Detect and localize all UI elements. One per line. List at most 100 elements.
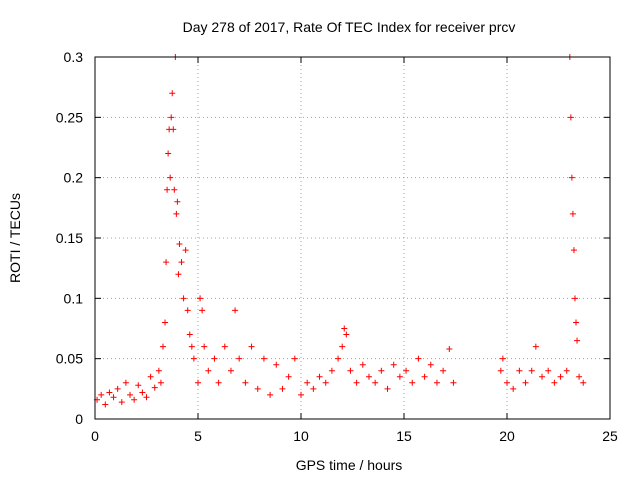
data-point — [557, 373, 564, 380]
data-point — [365, 373, 372, 380]
data-point — [195, 379, 201, 386]
data-point — [232, 307, 239, 314]
data-point — [199, 307, 206, 314]
data-point — [197, 295, 204, 302]
data-point — [190, 355, 197, 362]
y-tick-label: 0.3 — [64, 49, 84, 65]
data-point — [409, 379, 416, 386]
data-point — [155, 367, 162, 374]
data-point — [165, 150, 172, 157]
data-point — [427, 361, 434, 368]
data-point — [359, 361, 366, 368]
data-point — [421, 373, 428, 380]
data-point — [279, 385, 286, 392]
data-point — [569, 210, 576, 217]
data-point — [551, 379, 558, 386]
data-point — [201, 343, 208, 350]
data-point — [273, 361, 280, 368]
data-point — [504, 379, 510, 386]
data-point — [353, 379, 360, 386]
data-point — [236, 355, 243, 362]
data-point — [163, 259, 170, 266]
data-point — [211, 355, 218, 362]
data-point — [510, 385, 517, 392]
data-point — [98, 391, 105, 398]
data-point — [157, 379, 164, 386]
data-point — [171, 186, 178, 193]
data-point — [114, 385, 121, 392]
data-point — [298, 391, 304, 398]
data-point — [162, 319, 169, 326]
data-point — [563, 367, 570, 374]
data-point — [118, 399, 125, 406]
x-tick-label: 15 — [396, 428, 412, 444]
data-point — [260, 355, 267, 362]
data-point — [221, 343, 228, 350]
data-point — [173, 210, 180, 217]
data-point — [539, 373, 546, 380]
data-point — [499, 355, 506, 362]
data-point — [580, 379, 587, 386]
data-point — [335, 355, 342, 362]
data-point — [182, 247, 189, 254]
data-point — [205, 367, 212, 374]
data-point — [159, 343, 166, 350]
data-point — [450, 379, 457, 386]
data-point — [167, 174, 174, 181]
data-point — [343, 331, 350, 338]
x-axis-label: GPS time / hours — [296, 457, 403, 473]
y-axis-label: ROTI / TECUs — [7, 193, 23, 283]
data-point — [227, 367, 234, 374]
data-point — [339, 343, 346, 350]
data-point — [188, 343, 195, 350]
x-tick-label: 5 — [194, 428, 202, 444]
data-point — [135, 382, 142, 389]
data-point — [347, 367, 354, 374]
data-point — [522, 379, 529, 386]
x-tick-label: 0 — [91, 428, 99, 444]
data-point — [178, 259, 185, 266]
data-point — [164, 186, 171, 193]
data-point — [415, 355, 422, 362]
data-point — [528, 367, 535, 374]
data-point — [573, 319, 580, 326]
data-point — [285, 373, 292, 380]
data-point — [186, 331, 193, 338]
data-point — [168, 114, 175, 121]
data-point — [571, 295, 578, 302]
data-point — [174, 198, 181, 205]
data-point — [254, 385, 261, 392]
data-point — [291, 355, 298, 362]
data-point — [372, 379, 379, 386]
grid-lines — [95, 57, 610, 419]
data-point — [175, 271, 182, 278]
data-point — [267, 391, 274, 398]
data-point — [184, 307, 191, 314]
data-point — [316, 373, 323, 380]
y-tick-label: 0.15 — [56, 230, 83, 246]
data-point — [568, 174, 575, 181]
data-point — [322, 379, 329, 386]
data-point — [215, 379, 222, 386]
data-point — [341, 325, 348, 332]
data-point — [151, 384, 158, 391]
data-point — [131, 396, 138, 403]
data-point — [574, 337, 581, 344]
data-point — [396, 373, 403, 380]
data-point — [110, 394, 117, 401]
x-tick-label: 20 — [499, 428, 515, 444]
data-point — [169, 90, 176, 97]
data-point — [440, 367, 447, 374]
data-point — [242, 379, 249, 386]
data-point — [122, 379, 129, 386]
data-point — [147, 373, 154, 380]
data-point — [304, 379, 311, 386]
data-point — [310, 385, 317, 392]
data-point — [497, 367, 504, 374]
data-point — [576, 373, 583, 380]
y-tick-label: 0.25 — [56, 109, 83, 125]
data-point — [567, 114, 574, 121]
data-point — [545, 367, 552, 374]
data-point — [180, 295, 187, 302]
